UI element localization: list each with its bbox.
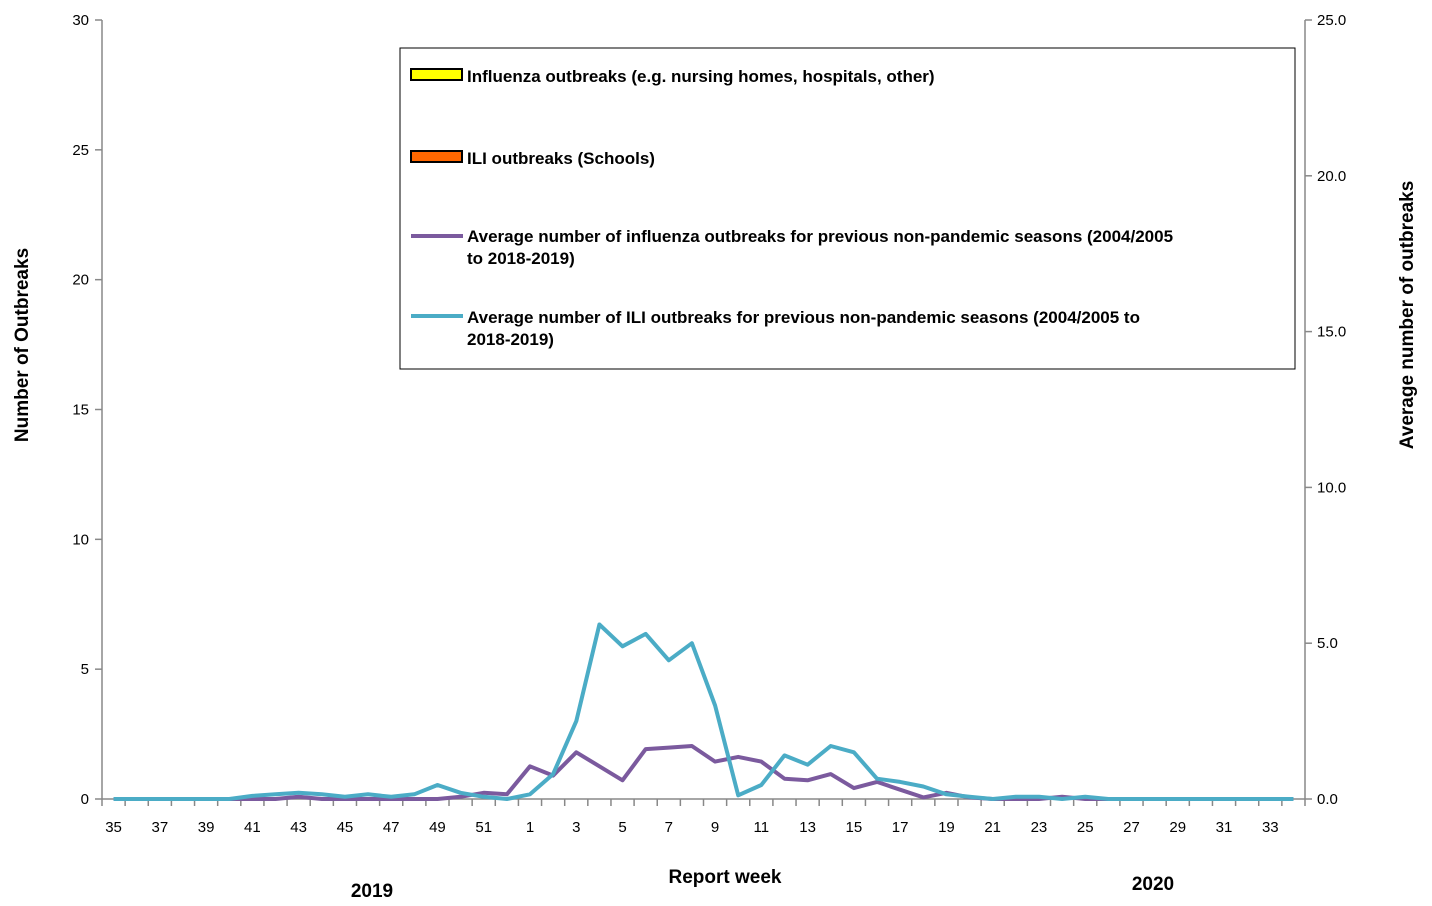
x-axis-title: Report week — [669, 867, 782, 888]
x-tick-label: 25 — [1077, 819, 1094, 836]
x-tick-label: 15 — [846, 819, 863, 836]
x-tick-label: 1 — [526, 819, 534, 836]
x-tick-label: 47 — [383, 819, 400, 836]
legend-label-influenza-outbreaks: Influenza outbreaks (e.g. nursing homes,… — [467, 67, 935, 86]
y-tick-label-left: 20 — [72, 272, 89, 289]
x-tick-label: 9 — [711, 819, 719, 836]
y-tick-label-left: 30 — [72, 12, 89, 29]
y-tick-label-left: 0 — [81, 791, 89, 808]
legend-box — [399, 47, 1296, 370]
y-tick-label-left: 10 — [72, 531, 89, 548]
series-layer — [113, 622, 1294, 801]
x-tick-label: 33 — [1262, 819, 1279, 836]
y-tick-label-left: 5 — [81, 661, 89, 678]
y-axis-title-left: Number of Outbreaks — [12, 248, 33, 442]
x-tick-label: 37 — [151, 819, 168, 836]
legend-label-line: to 2018-2019) — [467, 249, 575, 268]
year-label-2019: 2019 — [351, 881, 393, 902]
legend-label-line: Average number of ILI outbreaks for prev… — [467, 308, 1140, 327]
x-tick-label: 39 — [198, 819, 215, 836]
legend-label-ili-outbreaks: ILI outbreaks (Schools) — [467, 149, 655, 168]
series-line-2 — [113, 744, 1294, 801]
y-tick-label-right: 25.0 — [1317, 12, 1346, 29]
x-tick-label: 23 — [1031, 819, 1048, 836]
legend-swatch-influenza-outbreaks — [410, 68, 463, 81]
x-tick-label: 43 — [290, 819, 307, 836]
x-tick-label: 29 — [1169, 819, 1186, 836]
y-tick-label-right: 10.0 — [1317, 479, 1346, 496]
x-tick-label: 3 — [572, 819, 580, 836]
x-tick-label: 35 — [105, 819, 122, 836]
x-tick-label: 49 — [429, 819, 446, 836]
x-tick-label: 27 — [1123, 819, 1140, 836]
year-label-2020: 2020 — [1132, 874, 1174, 895]
x-tick-label: 19 — [938, 819, 955, 836]
x-tick-label: 5 — [618, 819, 626, 836]
x-tick-label: 17 — [892, 819, 909, 836]
legend-label-line: Average number of influenza outbreaks fo… — [467, 227, 1173, 246]
y-axis-title-right: Average number of outbreaks — [1397, 181, 1418, 450]
legend-swatch-ili-outbreaks — [410, 150, 463, 163]
legend-label-avg-influenza: Average number of influenza outbreaks fo… — [467, 227, 1173, 268]
series-line-3 — [113, 622, 1294, 801]
x-tick-label: 7 — [665, 819, 673, 836]
x-tick-label: 13 — [799, 819, 816, 836]
x-tick-label: 41 — [244, 819, 261, 836]
y-tick-label-right: 20.0 — [1317, 168, 1346, 185]
y-tick-label-right: 5.0 — [1317, 635, 1338, 652]
legend-label-avg-ili: Average number of ILI outbreaks for prev… — [467, 308, 1140, 349]
x-tick-label: 11 — [754, 819, 770, 836]
legend-label-line: 2018-2019) — [467, 330, 554, 349]
y-tick-label-left: 25 — [72, 142, 89, 159]
y-tick-label-right: 15.0 — [1317, 324, 1346, 341]
y-tick-label-right: 0.0 — [1317, 791, 1338, 808]
x-tick-label: 21 — [984, 819, 1001, 836]
y-tick-label-left: 15 — [72, 402, 89, 419]
x-tick-label: 51 — [475, 819, 492, 836]
x-tick-label: 45 — [337, 819, 354, 836]
legend: Influenza outbreaks (e.g. nursing homes,… — [399, 47, 1296, 370]
x-tick-label: 31 — [1216, 819, 1233, 836]
